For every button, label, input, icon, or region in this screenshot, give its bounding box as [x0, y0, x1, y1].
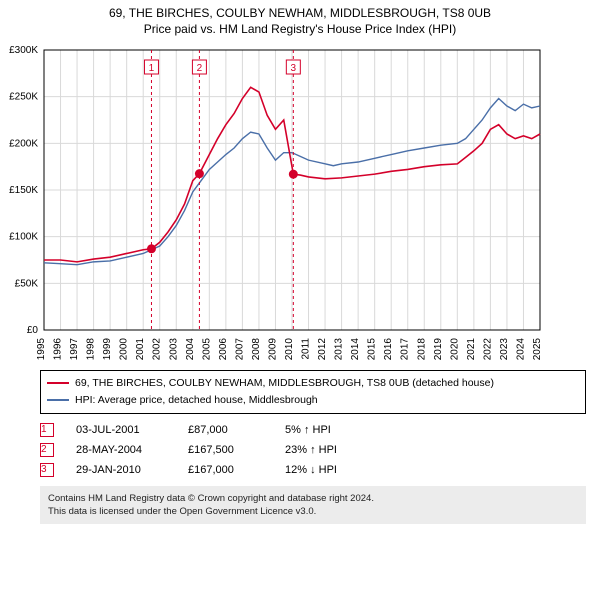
svg-text:£0: £0: [27, 325, 39, 336]
legend-row-hpi: HPI: Average price, detached house, Midd…: [47, 392, 579, 409]
svg-text:2004: 2004: [185, 338, 196, 361]
chart: £0 £50K £100K £150K £200K £250K £300K 1995 1996 1…: [0, 42, 586, 362]
transaction-price: £167,000: [188, 464, 263, 476]
svg-text:2019: 2019: [433, 338, 444, 361]
transaction-diff: 5% ↑ HPI: [285, 424, 375, 436]
title-address: 69, THE BIRCHES, COULBY NEWHAM, MIDDLESB…: [0, 6, 600, 20]
svg-text:2006: 2006: [218, 338, 229, 361]
svg-text:2024: 2024: [515, 338, 526, 361]
svg-text:2008: 2008: [251, 338, 262, 361]
svg-text:3: 3: [291, 63, 297, 74]
svg-text:1996: 1996: [53, 338, 64, 361]
svg-text:2: 2: [197, 63, 203, 74]
svg-text:1997: 1997: [69, 338, 80, 361]
svg-text:£200K: £200K: [9, 138, 38, 149]
svg-text:£50K: £50K: [15, 278, 39, 289]
title-subtitle: Price paid vs. HM Land Registry's House …: [0, 22, 600, 36]
transaction-diff: 12% ↓ HPI: [285, 464, 375, 476]
svg-text:2020: 2020: [449, 338, 460, 361]
svg-text:2017: 2017: [400, 338, 411, 361]
legend: 69, THE BIRCHES, COULBY NEWHAM, MIDDLESB…: [40, 370, 586, 414]
transaction-price: £167,500: [188, 444, 263, 456]
legend-swatch-red: [47, 382, 69, 384]
svg-text:2018: 2018: [416, 338, 427, 361]
transaction-date: 03-JUL-2001: [76, 424, 166, 436]
svg-text:£100K: £100K: [9, 232, 38, 243]
svg-text:£250K: £250K: [9, 92, 38, 103]
svg-text:2023: 2023: [499, 338, 510, 361]
transaction-row: 1 03-JUL-2001 £87,000 5% ↑ HPI: [40, 420, 586, 440]
svg-text:2011: 2011: [301, 338, 312, 360]
svg-text:2000: 2000: [119, 338, 130, 361]
transaction-badge: 3: [40, 463, 54, 477]
svg-text:2003: 2003: [168, 338, 179, 361]
svg-text:1999: 1999: [102, 338, 113, 361]
svg-text:2005: 2005: [201, 338, 212, 361]
transactions-table: 1 03-JUL-2001 £87,000 5% ↑ HPI 2 28-MAY-2004 £…: [40, 420, 586, 480]
svg-text:£300K: £300K: [9, 45, 38, 56]
svg-text:2025: 2025: [532, 338, 543, 361]
svg-text:£150K: £150K: [9, 185, 38, 196]
transaction-row: 2 28-MAY-2004 £167,500 23% ↑ HPI: [40, 440, 586, 460]
svg-text:2009: 2009: [267, 338, 278, 361]
attribution: Contains HM Land Registry data © Crown c…: [40, 486, 586, 525]
transaction-price: £87,000: [188, 424, 263, 436]
legend-row-property: 69, THE BIRCHES, COULBY NEWHAM, MIDDLESB…: [47, 375, 579, 392]
svg-text:2016: 2016: [383, 338, 394, 361]
attribution-line2: This data is licensed under the Open Gov…: [48, 505, 578, 518]
svg-text:1995: 1995: [36, 338, 47, 361]
svg-text:2002: 2002: [152, 338, 163, 361]
chart-container: 69, THE BIRCHES, COULBY NEWHAM, MIDDLESB…: [0, 0, 600, 590]
transaction-date: 28-MAY-2004: [76, 444, 166, 456]
chart-svg: £0 £50K £100K £150K £200K £250K £300K 1995 1996 1…: [0, 42, 546, 362]
transaction-badge: 1: [40, 423, 54, 437]
svg-text:1998: 1998: [86, 338, 97, 361]
title-block: 69, THE BIRCHES, COULBY NEWHAM, MIDDLESB…: [0, 0, 600, 38]
svg-text:2014: 2014: [350, 338, 361, 361]
svg-text:2013: 2013: [334, 338, 345, 361]
svg-text:2010: 2010: [284, 338, 295, 361]
transaction-diff: 23% ↑ HPI: [285, 444, 375, 456]
svg-text:2012: 2012: [317, 338, 328, 361]
legend-label-hpi: HPI: Average price, detached house, Midd…: [75, 392, 318, 409]
transaction-date: 29-JAN-2010: [76, 464, 166, 476]
legend-label-property: 69, THE BIRCHES, COULBY NEWHAM, MIDDLESB…: [75, 375, 494, 392]
svg-text:2015: 2015: [367, 338, 378, 361]
transaction-row: 3 29-JAN-2010 £167,000 12% ↓ HPI: [40, 460, 586, 480]
svg-text:2022: 2022: [482, 338, 493, 361]
transaction-badge: 2: [40, 443, 54, 457]
legend-swatch-blue: [47, 399, 69, 401]
svg-text:2007: 2007: [234, 338, 245, 361]
svg-text:2021: 2021: [466, 338, 477, 361]
svg-text:1: 1: [149, 63, 155, 74]
svg-text:2001: 2001: [135, 338, 146, 361]
attribution-line1: Contains HM Land Registry data © Crown c…: [48, 492, 578, 505]
